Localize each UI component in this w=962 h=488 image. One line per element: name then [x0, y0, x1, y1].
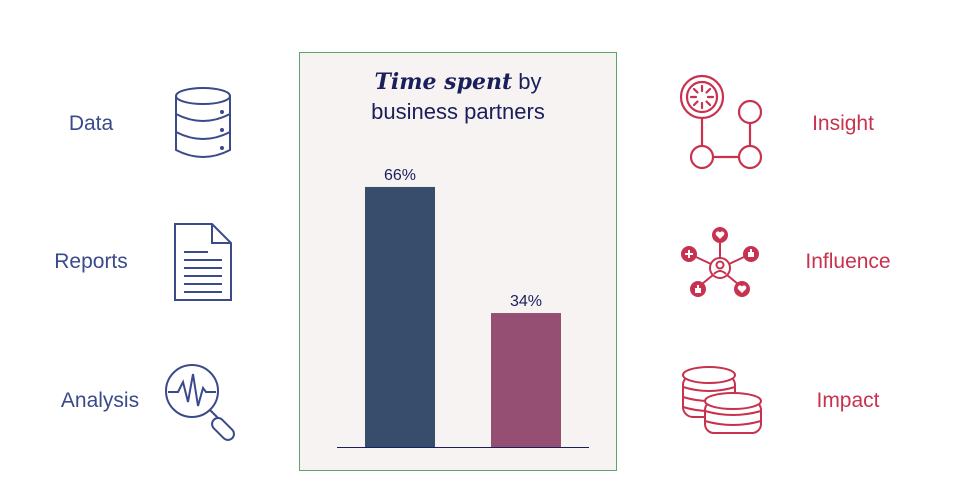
data-label-1: 66% — [384, 167, 416, 184]
bar-1 — [365, 186, 435, 447]
bar-chart: 66% 34% — [337, 167, 589, 448]
label-reports: Reports — [54, 250, 128, 273]
label-insight: Insight — [812, 112, 874, 135]
social-hub-icon — [681, 227, 759, 297]
database-icon — [175, 87, 231, 158]
label-data: Data — [68, 112, 114, 135]
bar-2 — [491, 313, 561, 447]
data-label-2: 34% — [510, 293, 542, 310]
document-icon — [174, 223, 232, 301]
chart-title: Time spent by business partners — [300, 67, 616, 126]
magnifier-pulse-icon — [165, 364, 235, 441]
chart-title-emphasis: Time spent — [374, 69, 513, 95]
insight-network-icon — [679, 74, 763, 170]
label-influence: Influence — [805, 250, 891, 273]
chart-title-rest: by — [512, 69, 542, 94]
chart-title-line2: business partners — [371, 99, 545, 124]
label-analysis: Analysis — [60, 389, 140, 412]
coins-icon — [682, 366, 762, 434]
chart-panel: Time spent by business partners 66% 34% — [299, 52, 617, 471]
label-impact: Impact — [816, 389, 880, 412]
